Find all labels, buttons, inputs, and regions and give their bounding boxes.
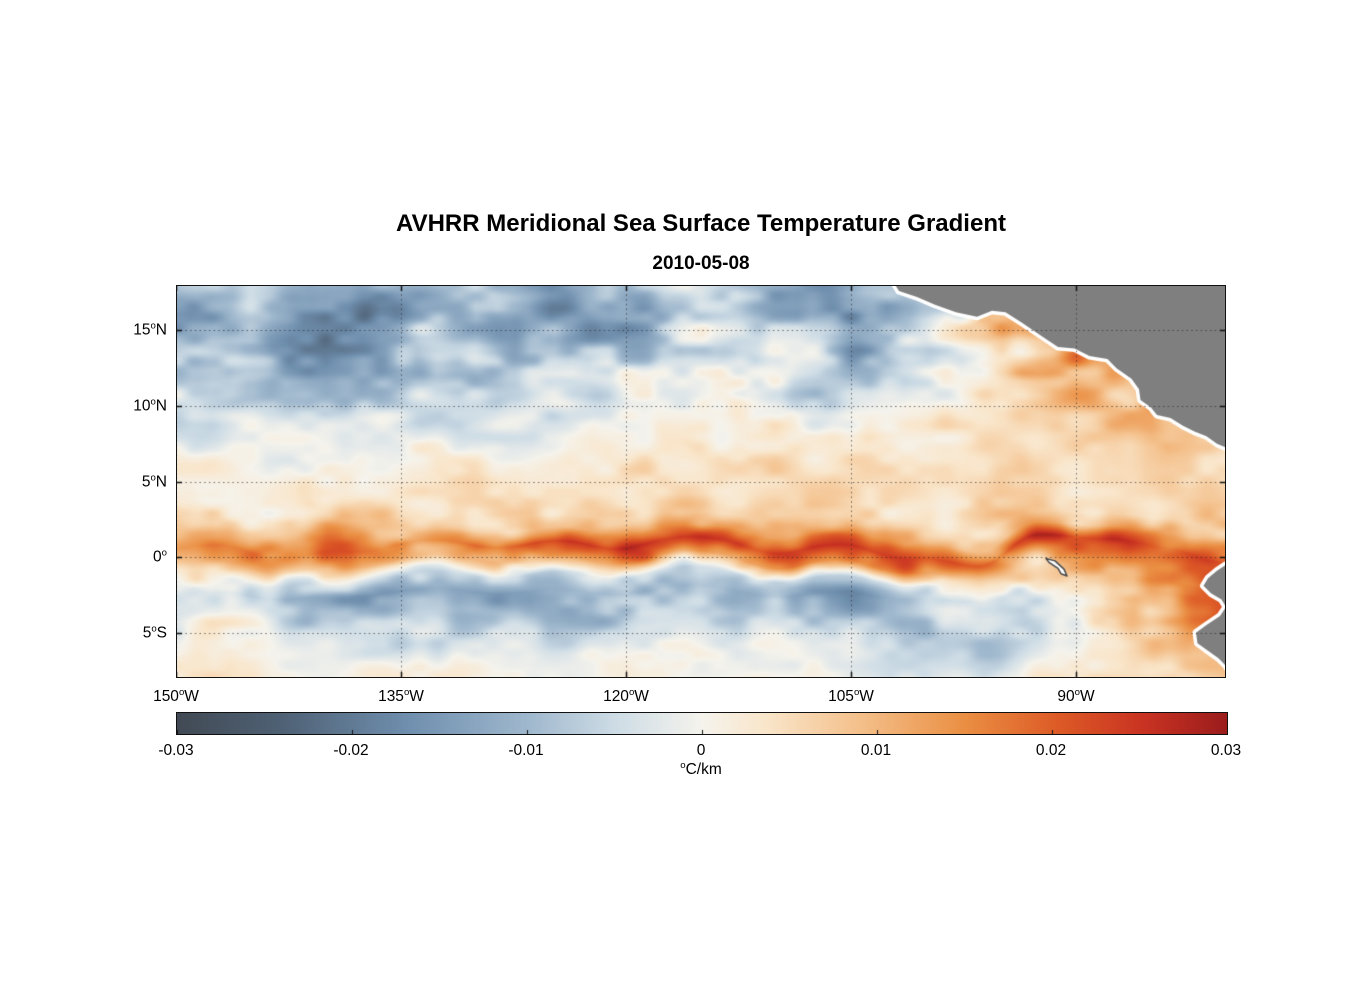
lon-tick-label: 105oW — [828, 687, 874, 706]
chart-subtitle: 2010-05-08 — [652, 253, 750, 274]
lat-tick-label: 5oN — [141, 471, 167, 491]
colorbar-gradient — [177, 713, 1227, 734]
colorbar-tick-label: 0.01 — [860, 742, 892, 759]
colorbar-unit-label: oC/km — [680, 760, 722, 779]
colorbar-tick-label: -0.01 — [508, 742, 544, 759]
colorbar-tick-label: -0.02 — [333, 742, 369, 759]
lat-tick-label: 10oN — [133, 396, 167, 415]
lat-tick-label: 15oN — [133, 320, 167, 339]
sst-gradient-heatmap — [176, 285, 1226, 678]
lon-tick-label: 90oW — [1057, 687, 1095, 706]
colorbar-tick-label: -0.03 — [158, 742, 194, 759]
map-plot-area — [176, 285, 1226, 678]
lon-tick-label: 150oW — [153, 687, 199, 706]
lon-tick-label: 135oW — [378, 687, 424, 706]
lat-tick-label: 5oS — [142, 623, 167, 642]
lon-tick-label: 120oW — [603, 687, 649, 706]
chart-title: AVHRR Meridional Sea Surface Temperature… — [396, 210, 1006, 237]
colorbar-tick-label: 0.03 — [1210, 742, 1242, 759]
colorbar-tick-label: 0.02 — [1035, 742, 1067, 759]
colorbar-tick-label: 0 — [696, 742, 706, 759]
colorbar — [176, 712, 1228, 735]
lat-tick-label: 0o — [153, 547, 167, 566]
